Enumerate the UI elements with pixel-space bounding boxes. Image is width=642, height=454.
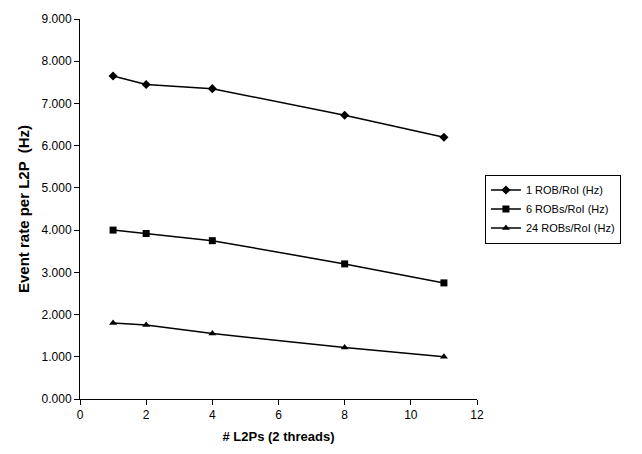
svg-text:# L2Ps (2 threads): # L2Ps (2 threads) — [223, 429, 335, 444]
svg-text:8: 8 — [341, 408, 348, 422]
svg-text:3.000: 3.000 — [42, 266, 72, 280]
svg-text:1 ROB/RoI (Hz): 1 ROB/RoI (Hz) — [526, 184, 603, 196]
svg-text:10: 10 — [404, 408, 418, 422]
svg-text:6: 6 — [275, 408, 282, 422]
svg-text:4: 4 — [209, 408, 216, 422]
svg-text:24 ROBs/RoI (Hz): 24 ROBs/RoI (Hz) — [526, 222, 615, 234]
svg-text:4.000: 4.000 — [42, 223, 72, 237]
svg-text:6 ROBs/RoI (Hz): 6 ROBs/RoI (Hz) — [526, 203, 609, 215]
svg-text:0.000: 0.000 — [42, 392, 72, 406]
svg-text:8.000: 8.000 — [42, 54, 72, 68]
svg-text:0: 0 — [77, 408, 84, 422]
svg-text:Event rate per L2P (Hz): Event rate per L2P (Hz) — [15, 125, 32, 293]
svg-text:2.000: 2.000 — [42, 308, 72, 322]
svg-text:9.000: 9.000 — [42, 12, 72, 26]
svg-text:5.000: 5.000 — [42, 181, 72, 195]
svg-text:1.000: 1.000 — [42, 350, 72, 364]
svg-text:6.000: 6.000 — [42, 139, 72, 153]
svg-text:2: 2 — [143, 408, 150, 422]
svg-text:7.000: 7.000 — [42, 97, 72, 111]
svg-text:12: 12 — [470, 408, 484, 422]
